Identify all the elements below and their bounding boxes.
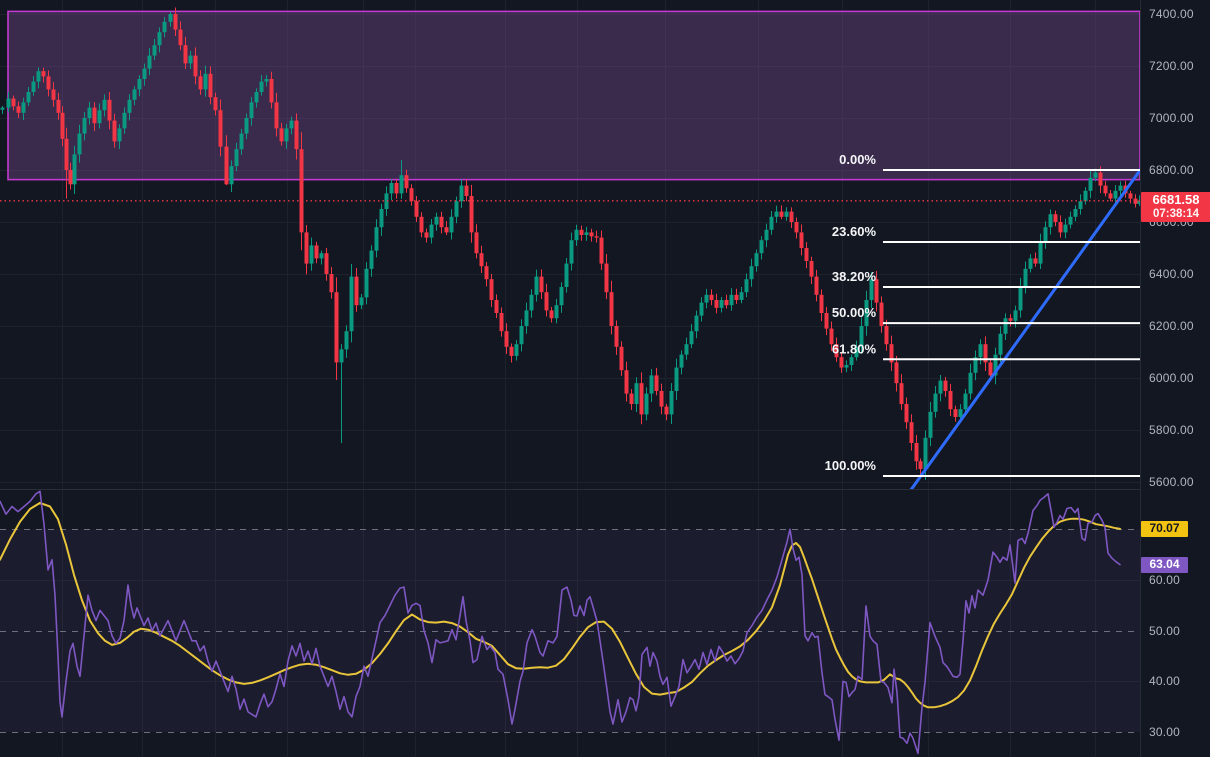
price-tick-label: 7000.00 (1149, 111, 1194, 125)
rsi-band-fill (0, 529, 1140, 733)
main-price-pane[interactable]: 0.00% 23.60% 38.20% 50.00% 61.80% 100.00% (0, 7, 1140, 493)
fib-level-label: 100.00% (825, 458, 877, 473)
price-tick-label: 5600.00 (1149, 475, 1194, 489)
candlestick-series (0, 7, 1140, 480)
price-tick-label: 6000.00 (1149, 371, 1194, 385)
fib-level-label: 50.00% (832, 305, 877, 320)
rsi-tick-label: 40.00 (1149, 674, 1181, 689)
rsi-value-badge: 63.04 (1141, 556, 1188, 573)
price-tick-label: 6400.00 (1149, 267, 1194, 281)
last-price-badge: 6681.58 07:38:14 (1141, 192, 1210, 222)
rsi-indicator-pane[interactable] (0, 490, 1140, 755)
rsi-tick-label: 30.00 (1149, 725, 1181, 740)
fib-level-label: 38.20% (832, 269, 877, 284)
chart-canvas[interactable]: 0.00% 23.60% 38.20% 50.00% 61.80% 100.00% (0, 0, 1140, 757)
fib-level-label: 0.00% (839, 152, 876, 167)
rsi-tick-label: 60.00 (1149, 573, 1181, 587)
grid-lines (0, 0, 1140, 757)
rsi-line (0, 490, 1121, 755)
trendline-drawing[interactable] (908, 166, 1140, 494)
fibonacci-retracement-drawing[interactable]: 0.00% 23.60% 38.20% 50.00% 61.80% 100.00% (825, 152, 1140, 478)
rsi-tick-label: 50.00 (1149, 623, 1181, 638)
last-price-value: 6681.58 (1152, 191, 1200, 207)
price-tick-label: 6200.00 (1149, 319, 1194, 333)
price-tick-label: 7400.00 (1149, 7, 1194, 21)
price-tick-label: 6800.00 (1149, 163, 1194, 177)
rectangle-drawing[interactable] (7, 10, 1140, 181)
rsi-ma-value-badge: 70.07 (1141, 520, 1188, 537)
price-tick-label: 5800.00 (1149, 423, 1194, 437)
price-tick-label: 7200.00 (1149, 59, 1194, 73)
price-axis[interactable]: 7400.00 7200.00 7000.00 6800.00 6600.00 6400.… (1140, 0, 1210, 757)
fib-level-label: 23.60% (832, 224, 877, 239)
fib-level-label: 61.80% (832, 341, 877, 356)
bar-countdown-timer: 07:38:14 (1152, 207, 1200, 220)
